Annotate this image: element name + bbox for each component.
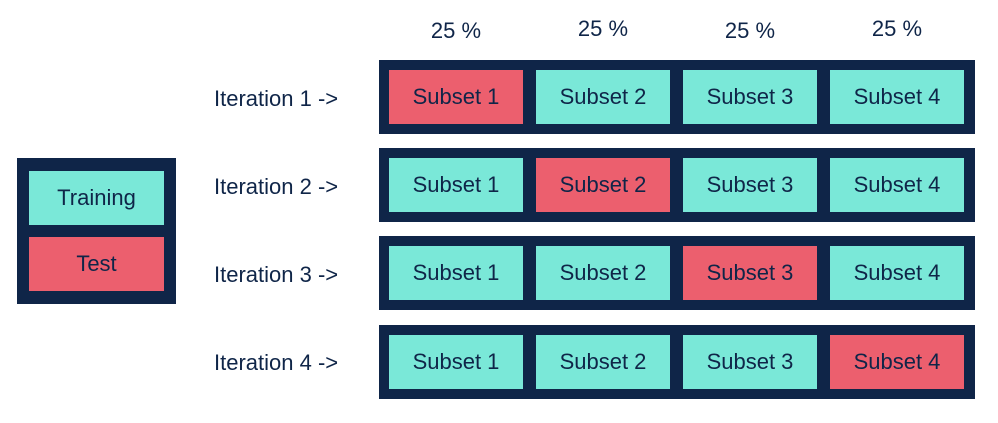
training-subset-cell: Subset 1 [389,158,523,212]
training-subset-cell: Subset 2 [536,246,670,300]
legend-test: Test [29,237,164,291]
training-subset-cell: Subset 1 [389,335,523,389]
iteration-row-1: Subset 1 Subset 2 Subset 3 Subset 4 [379,60,975,134]
training-subset-cell: Subset 3 [683,335,817,389]
percentage-label-2: 25 % [577,16,629,41]
iteration-row-3: Subset 1 Subset 2 Subset 3 Subset 4 [379,236,975,310]
test-subset-cell: Subset 1 [389,70,523,124]
iteration-row-2: Subset 1 Subset 2 Subset 3 Subset 4 [379,148,975,222]
test-subset-cell: Subset 4 [830,335,964,389]
iteration-label-1: Iteration 1 -> [214,86,339,111]
training-subset-cell: Subset 2 [536,70,670,124]
iteration-label-4: Iteration 4 -> [214,350,339,375]
training-subset-cell: Subset 2 [536,335,670,389]
iteration-label-3: Iteration 3 -> [214,262,339,287]
training-subset-cell: Subset 3 [683,158,817,212]
legend-training: Training [29,171,164,225]
legend: Training Test [17,158,176,304]
percentage-label-1: 25 % [430,18,482,43]
iteration-row-4: Subset 1 Subset 2 Subset 3 Subset 4 [379,325,975,399]
iteration-label-2: Iteration 2 -> [214,174,339,199]
training-subset-cell: Subset 4 [830,246,964,300]
training-subset-cell: Subset 4 [830,158,964,212]
percentage-label-4: 25 % [871,16,923,41]
training-subset-cell: Subset 4 [830,70,964,124]
training-subset-cell: Subset 3 [683,70,817,124]
percentage-label-3: 25 % [724,18,776,43]
test-subset-cell: Subset 3 [683,246,817,300]
training-subset-cell: Subset 1 [389,246,523,300]
test-subset-cell: Subset 2 [536,158,670,212]
